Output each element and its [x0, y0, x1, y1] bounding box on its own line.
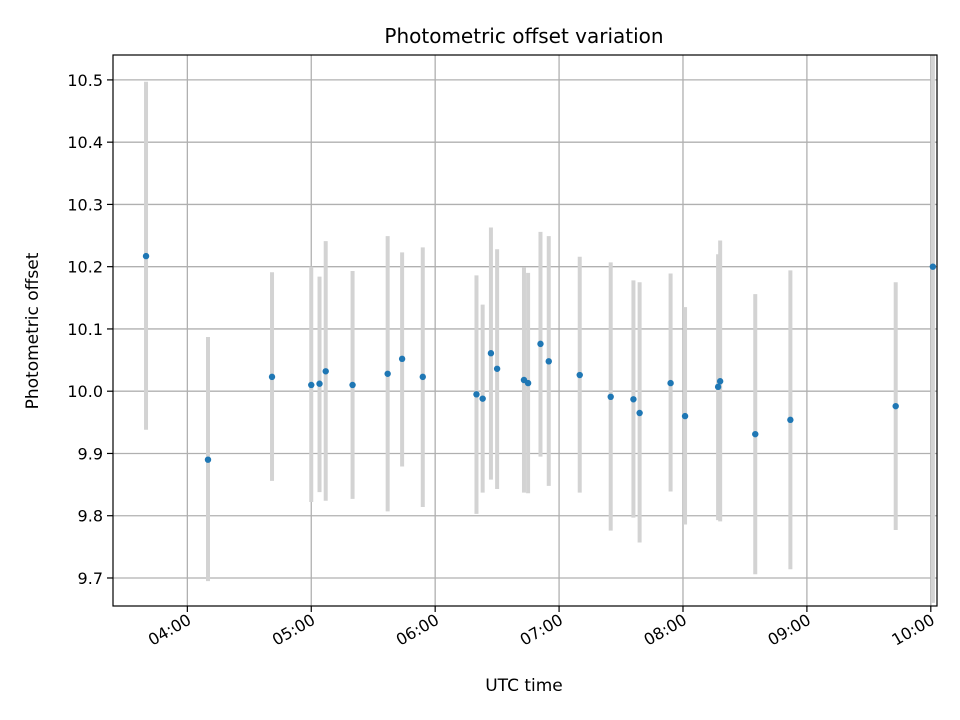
data-point: [714, 383, 722, 391]
x-tick-label: 04:00: [145, 610, 194, 650]
data-point: [576, 371, 583, 379]
data-point: [398, 355, 406, 363]
x-tick-label: 07:00: [517, 610, 566, 650]
x-tick-label: 10:00: [888, 610, 937, 650]
x-tick-label: 09:00: [764, 610, 813, 650]
data-point: [524, 379, 532, 387]
data-point: [487, 350, 495, 357]
y-tick-label: 10.3: [67, 195, 103, 214]
data-point: [493, 365, 501, 372]
data-point: [787, 416, 794, 424]
x-axis-label: UTC time: [485, 676, 563, 696]
data-point: [752, 430, 759, 438]
plot-border: [112, 54, 938, 607]
data-point: [322, 368, 329, 375]
data-points: [142, 252, 937, 463]
data-point: [607, 393, 614, 401]
y-tick-label: 10.4: [67, 133, 103, 152]
y-tick-label: 9.9: [78, 444, 103, 463]
data-point: [636, 409, 643, 417]
y-tick-label: 9.7: [78, 569, 103, 588]
x-tick-label: 05:00: [269, 610, 318, 650]
data-point: [479, 395, 486, 402]
axes-frame: [112, 54, 938, 607]
data-point: [384, 370, 391, 377]
grid: [113, 55, 937, 606]
data-point: [545, 358, 552, 365]
y-axis-label: Photometric offset: [23, 252, 43, 409]
y-tick-label: 9.8: [78, 507, 103, 526]
data-point: [667, 379, 674, 387]
data-point: [419, 373, 426, 381]
x-tick-label: 06:00: [393, 610, 442, 650]
y-tick-label: 10.2: [67, 258, 103, 277]
data-point: [316, 380, 323, 387]
y-tick-label: 10.1: [67, 320, 103, 339]
data-point: [142, 252, 150, 260]
data-point: [929, 263, 937, 270]
x-tick-label: 08:00: [641, 610, 690, 650]
data-point: [349, 381, 356, 389]
data-point: [892, 402, 899, 410]
data-point: [204, 456, 212, 463]
data-point: [716, 378, 724, 385]
data-point: [268, 373, 276, 381]
y-tick-label: 10.5: [67, 71, 103, 90]
data-point: [308, 381, 315, 389]
data-point: [681, 412, 689, 420]
data-point: [473, 391, 480, 398]
data-point: [630, 396, 637, 403]
chart-title: Photometric offset variation: [384, 24, 663, 48]
data-point: [537, 340, 544, 348]
y-tick-label: 10.0: [67, 382, 103, 401]
